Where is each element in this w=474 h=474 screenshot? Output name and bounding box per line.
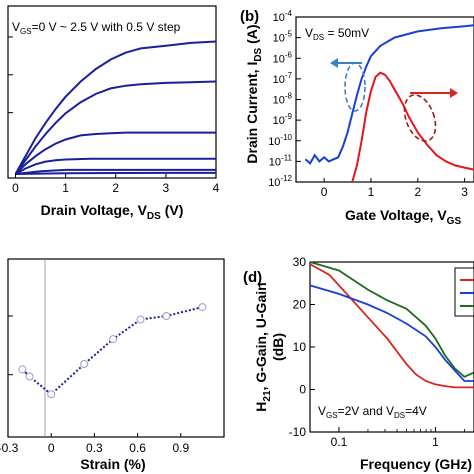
panel-a-annotation: VGS=0 V ~ 2.5 V with 0.5 V step: [12, 20, 181, 36]
panel-d-x-tick-label: 0.1: [331, 435, 348, 449]
panel-c-x-tick-label: 0.9: [172, 441, 189, 455]
panel-b-x-tick-label: 2: [414, 185, 421, 199]
panel-d-series-red: [309, 263, 474, 389]
panel-b-annotation: VDS = 50mV: [305, 26, 369, 42]
panel-c-data-point: [47, 390, 56, 399]
panel-c-data-point: [162, 312, 171, 320]
panel-b-x-tick-label: 3: [461, 185, 468, 199]
panel-b-transfer-curves: (b) Drain Current, IDS (A) 10-410-510-61…: [240, 8, 474, 227]
panel-d-rf-gain: (d) H21, G-Gain, U-Gain (dB) 3020100-10 …: [243, 255, 474, 472]
panel-c-series: [18, 303, 207, 399]
panel-b-y-tick-label: 10-4: [273, 9, 293, 24]
panel-c-x-tick-label: 0.6: [129, 441, 146, 455]
panel-d-x-axis-title: Frequency (GHz): [360, 456, 472, 472]
panel-c-series-line: [21, 306, 203, 396]
panel-c-data-point: [18, 365, 27, 374]
panel-a-frame: [7, 5, 217, 179]
panel-d-y-tick-label: 10: [293, 340, 307, 354]
panel-a-x-axis-title: Drain Voltage, VDS (V): [41, 202, 184, 222]
panel-c-frame: [7, 258, 225, 438]
panel-a-series-3: [15, 157, 216, 175]
panel-b-y-tick-label: 10-10: [268, 133, 292, 148]
panel-d-series-green: [309, 261, 474, 378]
panel-b-red-arrow-head: [450, 88, 458, 98]
panel-a-x-tick-label: 2: [112, 181, 119, 195]
panel-a-series-4: [15, 168, 216, 175]
panel-c-data-point: [198, 303, 207, 312]
panel-c-x-ticks: -0.3 0 0.3 0.6 0.9: [0, 433, 189, 455]
panel-c-strain: -0.3 0 0.3 0.6 0.9 Strain (%): [0, 258, 225, 472]
panel-d-y-tick-label: 0: [299, 383, 306, 397]
panel-b-curve-group: [304, 24, 474, 183]
panel-a-x-tick-label: 3: [163, 181, 170, 195]
panel-b-y-axis-title: Drain Current, IDS (A): [244, 24, 264, 163]
panel-d-curve-group: [309, 261, 474, 389]
panel-d-label: (d): [243, 269, 262, 286]
panel-c-x-tick-label: -0.3: [0, 441, 19, 455]
panel-d-y-tick-label: 30: [293, 255, 307, 269]
panel-d-x-tick-label: 1: [432, 435, 439, 449]
panel-a-series-1: [14, 80, 217, 175]
panel-b-label: (b): [240, 8, 259, 25]
panel-a-output-curves: 0 1 2 3 4 VGS=0 V ~ 2.5 V with 0.5 V step Dr…: [7, 5, 220, 222]
panel-d-series-blue: [309, 284, 474, 382]
panel-c-x-tick-label: 0: [48, 441, 55, 455]
panel-b-y-ticks: 10-4 10-5 10-6 10-7 10-8 10-9 10-10 10-11 10-12: [268, 9, 301, 189]
panel-d-x-ticks: 0.1 1: [331, 427, 465, 449]
panel-b-y-tick-label: 10-5: [273, 30, 293, 45]
panel-b-blue-arrow-head: [330, 58, 338, 68]
panel-b-x-ticks: 0 1 2 3: [321, 178, 468, 199]
panel-c-y-ticks: [8, 315, 13, 376]
panel-b-x-tick-label: 0: [321, 185, 328, 199]
panel-b-x-axis-title: Gate Voltage, VGS: [345, 207, 461, 227]
panel-c-data-point: [80, 360, 89, 368]
panel-b-y-tick-label: 10-9: [273, 112, 293, 127]
panel-b-series-drain-current: [304, 24, 474, 165]
panel-c-x-axis-title: Strain (%): [80, 456, 145, 472]
panel-a-curve-group: [14, 40, 217, 175]
panel-d-y-ticks: 30 20 10 0 -10: [289, 255, 315, 439]
panel-a-x-tick-label: 1: [62, 181, 69, 195]
panel-a-series-5: [15, 171, 216, 175]
panel-a-x-tick-label: 0: [12, 181, 19, 195]
panel-a-series-2: [14, 131, 216, 175]
panel-c-data-point: [109, 335, 118, 344]
panel-d-y-tick-label: 20: [293, 298, 307, 312]
panel-b-y-tick-label: 10-12: [268, 174, 292, 189]
panel-c-x-tick-label: 0.3: [86, 441, 103, 455]
panel-b-y-tick-label: 10-6: [273, 50, 293, 65]
panel-c-data-point: [25, 372, 34, 381]
panel-b-series-right-axis: [351, 71, 474, 183]
panel-b-x-tick-label: 1: [368, 185, 375, 199]
panel-b-y-tick-label: 10-8: [273, 92, 293, 107]
panel-c-data-point: [136, 315, 145, 324]
panel-a-x-tick-label: 4: [213, 181, 220, 195]
panel-d-y-axis-title-line1: H21, G-Gain, U-Gain: [253, 282, 273, 411]
panel-a-series-0: [14, 40, 217, 175]
panel-d-y-axis-title-line2: (dB): [270, 333, 286, 361]
panel-a-y-ticks: [8, 36, 13, 114]
panel-d-y-tick-label: -10: [289, 425, 307, 439]
panel-a-x-ticks: 0 1 2 3 4: [12, 174, 220, 195]
panel-b-y-tick-label: 10-7: [273, 71, 293, 86]
panel-b-y-tick-label: 10-11: [269, 153, 293, 168]
panel-b-red-ellipse: [403, 94, 437, 142]
panel-d-annotation: VGS=2V and VDS=4V: [318, 404, 427, 420]
